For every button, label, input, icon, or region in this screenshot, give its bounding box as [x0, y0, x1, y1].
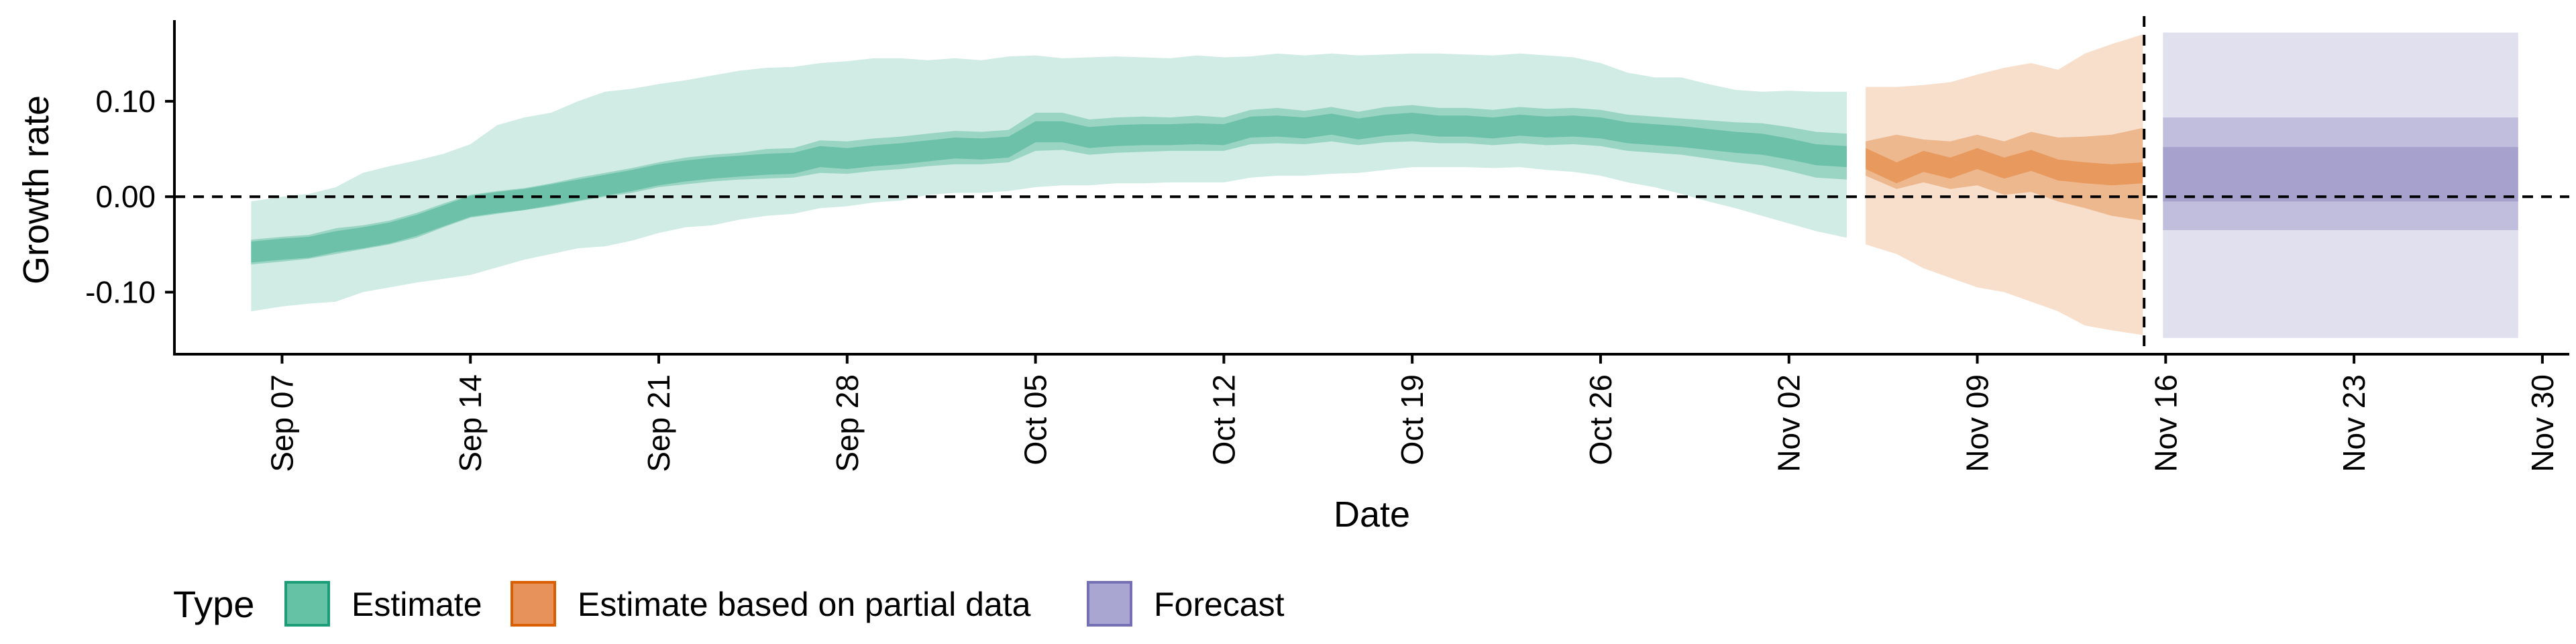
- legend-label: Estimate based on partial data: [578, 586, 1031, 623]
- y-tick-label: 0.00: [95, 179, 156, 214]
- estimate-based-on-partial-data-band-90: [1866, 34, 2143, 335]
- estimate-band-90: [251, 53, 1847, 312]
- y-tick-label: -0.10: [85, 275, 156, 310]
- legend-swatch-forecast: [1087, 581, 1132, 627]
- forecast-band-90: [2163, 32, 2518, 338]
- legend-label: Forecast: [1154, 586, 1285, 623]
- x-tick-label: Sep 21: [641, 374, 676, 472]
- estimate-band-50: [251, 105, 1847, 265]
- axes: [173, 20, 2569, 356]
- x-tick-label: Nov 23: [2337, 374, 2371, 472]
- x-tick-label: Oct 12: [1206, 374, 1241, 466]
- axis-ticks: -0.10 0.00 0.10 Sep 07 Sep 14 Sep 21 Sep 28 Oct…: [85, 84, 2560, 472]
- x-tick-label: Nov 30: [2525, 374, 2560, 472]
- x-tick-label: Oct 05: [1018, 374, 1053, 466]
- legend-swatch-estimate-based-on-partial-data: [511, 581, 556, 627]
- x-tick-label: Sep 14: [453, 374, 488, 472]
- reference-lines: [174, 16, 2569, 354]
- forecast-band-30: [2163, 147, 2518, 202]
- legend-title: Type: [173, 583, 254, 625]
- y-tick-label: 0.10: [95, 84, 156, 119]
- y-axis-title: Growth rate: [16, 95, 56, 284]
- legend-label: Estimate: [352, 586, 482, 623]
- x-axis-title: Date: [1334, 494, 1410, 535]
- x-tick-label: Oct 26: [1583, 374, 1618, 466]
- estimate-based-on-partial-data-band-median: [1866, 148, 2143, 186]
- x-tick-label: Nov 16: [2148, 374, 2183, 472]
- estimate-band-median: [251, 113, 1847, 263]
- x-tick-label: Sep 07: [264, 374, 299, 472]
- x-tick-label: Nov 02: [1772, 374, 1807, 472]
- x-tick-label: Sep 28: [830, 374, 865, 472]
- estimate-bands: [251, 32, 2518, 338]
- forecast-band-50: [2163, 117, 2518, 231]
- legend-swatch-estimate: [284, 581, 330, 627]
- legend: Type Estimate Estimate based on partial d…: [173, 581, 1285, 627]
- x-tick-label: Nov 09: [1960, 374, 1995, 472]
- x-tick-label: Oct 19: [1395, 374, 1430, 466]
